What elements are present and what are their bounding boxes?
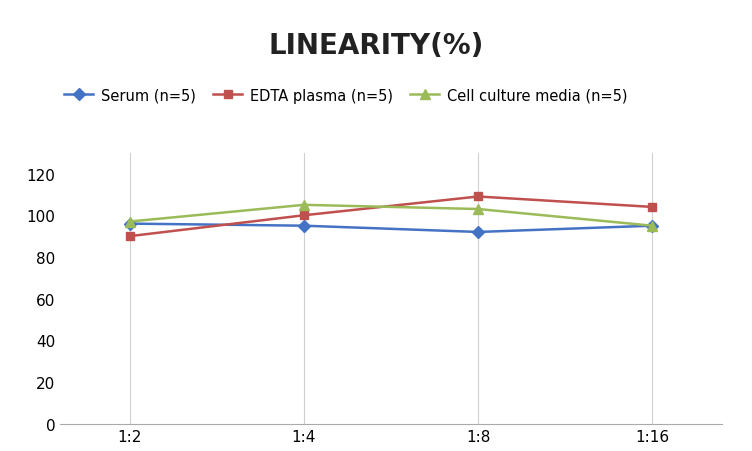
Serum (n=5)	[299, 224, 308, 229]
Serum (n=5)	[126, 221, 135, 227]
Line: Serum (n=5): Serum (n=5)	[126, 220, 656, 237]
Line: EDTA plasma (n=5): EDTA plasma (n=5)	[126, 193, 656, 241]
Serum (n=5)	[474, 230, 483, 235]
Cell culture media (n=5)	[474, 207, 483, 212]
Legend: Serum (n=5), EDTA plasma (n=5), Cell culture media (n=5): Serum (n=5), EDTA plasma (n=5), Cell cul…	[60, 84, 632, 108]
Cell culture media (n=5)	[299, 202, 308, 208]
Serum (n=5)	[647, 224, 656, 229]
Cell culture media (n=5)	[126, 219, 135, 225]
Line: Cell culture media (n=5): Cell culture media (n=5)	[125, 201, 657, 231]
EDTA plasma (n=5)	[474, 194, 483, 200]
Cell culture media (n=5)	[647, 224, 656, 229]
EDTA plasma (n=5)	[126, 234, 135, 239]
EDTA plasma (n=5)	[647, 205, 656, 210]
EDTA plasma (n=5)	[299, 213, 308, 218]
Text: LINEARITY(%): LINEARITY(%)	[268, 32, 484, 60]
